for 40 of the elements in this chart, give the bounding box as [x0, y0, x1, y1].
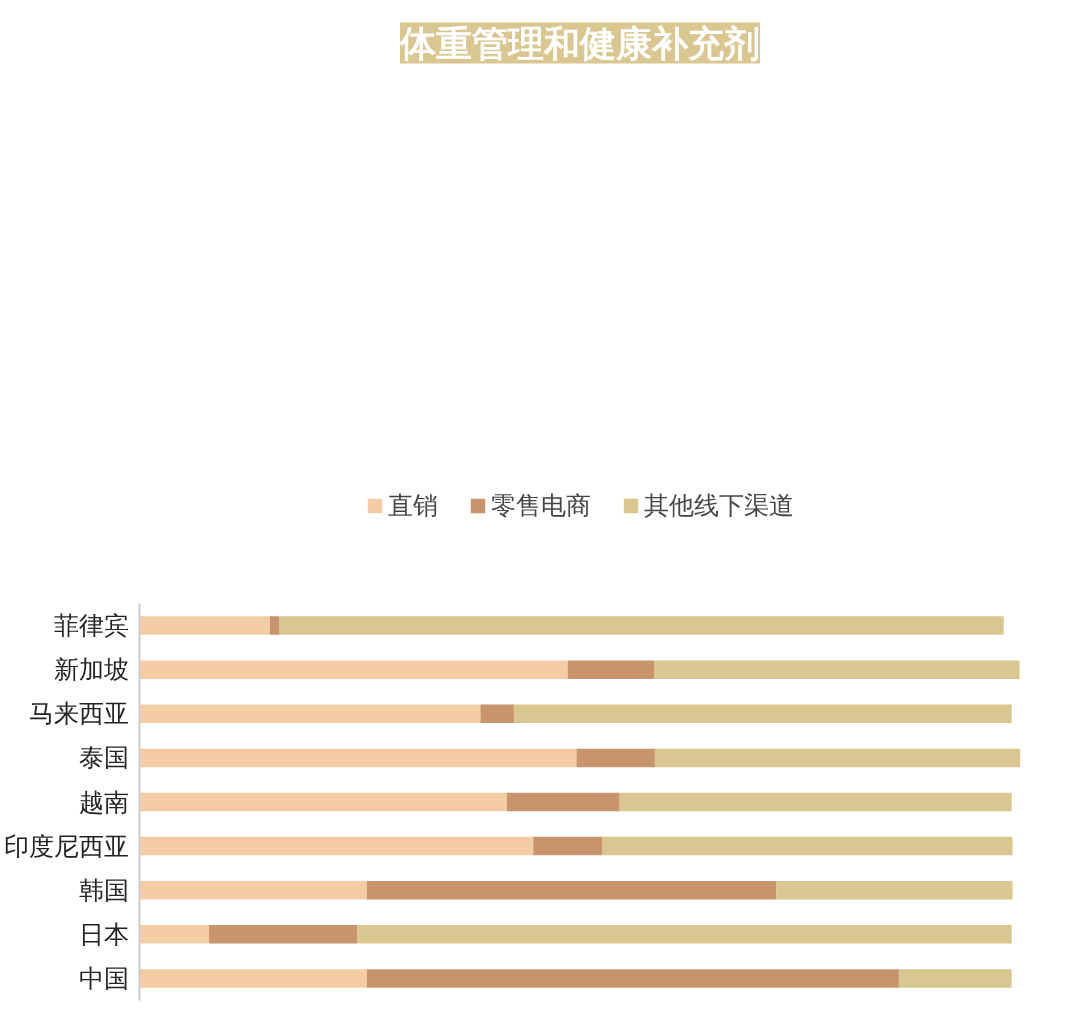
bar: [567, 660, 654, 679]
chart-title: 体重管理和健康补充剂: [399, 22, 760, 64]
legend-label: 直销: [388, 489, 438, 522]
y-tick-label: 马来西亚: [28, 699, 129, 729]
y-tick-label: 泰国: [78, 743, 129, 773]
bar: [139, 925, 210, 944]
bar: [533, 836, 603, 856]
bar: [513, 704, 1012, 724]
bar: [506, 792, 620, 812]
bar: [209, 925, 358, 944]
y-tick-label: 菲律宾: [53, 611, 129, 641]
bar: [366, 880, 777, 900]
bar: [776, 880, 1013, 900]
y-tick-label: 日本: [78, 919, 129, 949]
bar: [480, 704, 514, 724]
legend-label: 零售电商: [491, 489, 591, 522]
bar: [366, 969, 899, 988]
y-tick-label: 印度尼西亚: [3, 831, 129, 861]
bar: [139, 616, 270, 635]
bar: [279, 616, 1004, 635]
bar: [654, 748, 1021, 768]
bar: [269, 616, 280, 635]
bar: [139, 792, 507, 812]
bar: [139, 880, 367, 900]
y-tick-label: 中国: [78, 963, 129, 993]
bar: [602, 836, 1013, 856]
bar: [139, 704, 481, 724]
bar: [654, 660, 1020, 679]
legend-label: 其他线下渠道: [644, 489, 794, 522]
bar: [139, 748, 577, 768]
y-tick-label: 越南: [78, 787, 129, 817]
y-tick-label: 韩国: [78, 875, 129, 905]
bar: [576, 748, 655, 768]
bar: [139, 660, 568, 679]
bar: [357, 925, 1012, 944]
bar: [139, 969, 367, 988]
bar: [898, 969, 1012, 988]
bar: [139, 836, 534, 856]
y-tick-label: 新加坡: [53, 655, 129, 685]
bar: [619, 792, 1012, 812]
